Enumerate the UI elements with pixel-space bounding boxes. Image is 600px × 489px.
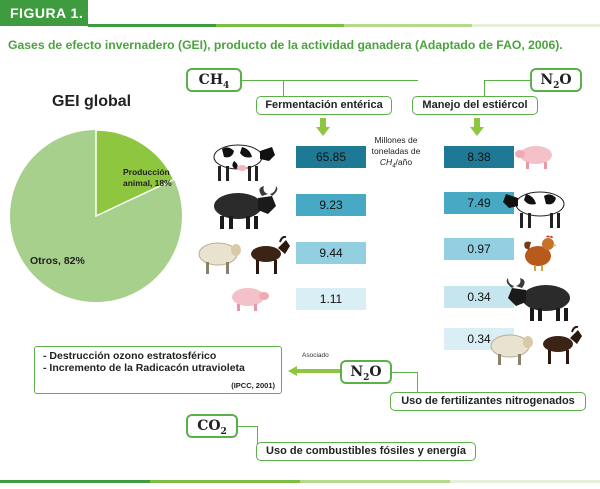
buffalo-icon [214, 186, 278, 229]
pie-slice-produccion-animal [95, 129, 175, 218]
co2-box: CO2 [186, 414, 238, 438]
n2o-top-main: N [540, 72, 554, 88]
ch4-sub: 4 [223, 80, 230, 91]
n2o-manure-connector [484, 80, 530, 96]
n2o-bottom-tail: O [369, 364, 382, 380]
ch4-main: CH [198, 72, 224, 88]
n2o-bottom-main: N [350, 364, 364, 380]
sheep-goat-icon [490, 326, 582, 365]
enteric-value-sheep-goat: 9.44 [296, 242, 366, 264]
header-stripe [88, 24, 600, 27]
manure-value-chicken: 0.97 [444, 238, 514, 260]
units-line-1: Millones de [374, 135, 418, 145]
fertilizer-label: Uso de fertilizantes nitrogenados [390, 392, 586, 411]
manure-value-pig: 8.38 [444, 146, 514, 168]
buffalo-icon [506, 278, 570, 321]
manure-value-cattle: 7.49 [444, 192, 514, 214]
chicken-icon [524, 235, 557, 271]
ch4-box: CH4 [186, 68, 242, 92]
units-line-3: CH4/año [352, 157, 440, 173]
cow-icon [213, 144, 275, 181]
manure-value-buffalo: 0.34 [444, 286, 514, 308]
units-label: Millones de toneladas de CH4/año [352, 135, 440, 173]
sheep-goat-icon [198, 236, 290, 274]
effect-ozone: - Destrucción ozono estratosférico [43, 350, 217, 362]
cow-icon [503, 191, 565, 228]
n2o-fertilizer-connector [392, 372, 418, 392]
co2-sub: 2 [220, 426, 227, 437]
pie-label-otros: Otros, 82% [30, 255, 86, 267]
pig-icon [515, 146, 552, 169]
associated-label: Asociado [302, 352, 329, 359]
enteric-fermentation-label: Fermentación entérica [256, 96, 392, 115]
n2o-bottom-box: N2O [340, 360, 392, 384]
figure-subtitle: Gases de efecto invernadero (GEI), produ… [8, 38, 563, 52]
gei-global-title: GEI global [52, 93, 132, 110]
enteric-value-pig: 1.11 [296, 288, 366, 310]
manure-management-label: Manejo del estiércol [412, 96, 538, 115]
units-formula-sub: 4 [392, 163, 396, 170]
units-line-2: toneladas de [371, 146, 421, 156]
pie-label-produccion-2: animal, 18% [123, 178, 172, 188]
co2-connector [238, 426, 258, 444]
associated-arrow [288, 366, 340, 376]
units-formula-tail: /año [395, 157, 413, 167]
ch4-manure-connector [242, 80, 418, 96]
n2o-effects-box: - Destrucción ozono estratosférico - Inc… [34, 346, 282, 394]
units-formula-main: CH [379, 157, 393, 167]
n2o-top-box: N2O [530, 68, 582, 92]
manure-down-arrow [470, 118, 484, 136]
gei-pie-chart: Producción animal, 18% Otros, 82% [10, 129, 182, 302]
figure-label: FIGURA 1. [0, 0, 88, 26]
pie-label-produccion-1: Producción [123, 167, 170, 177]
n2o-top-sub: 2 [553, 80, 560, 91]
footer-stripe [0, 480, 600, 483]
enteric-down-arrow [316, 118, 330, 136]
enteric-value-buffalo: 9.23 [296, 194, 366, 216]
enteric-value-cattle: 65.85 [296, 146, 366, 168]
fossil-fuel-label: Uso de combustibles fósiles y energía [256, 442, 476, 461]
n2o-top-tail: O [559, 72, 572, 88]
co2-main: CO [197, 418, 221, 434]
n2o-bottom-sub: 2 [363, 372, 370, 383]
effects-citation: (IPCC, 2001) [231, 381, 275, 390]
pig-icon [232, 288, 269, 311]
effect-uv: - Incremento de la Radicacón utravioleta [43, 362, 245, 374]
